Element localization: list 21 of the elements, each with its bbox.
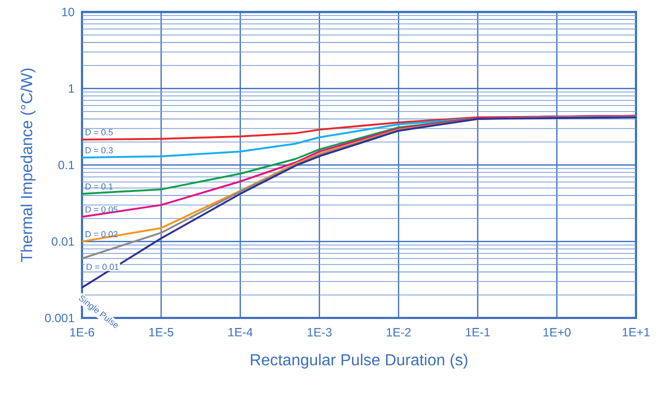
- series-label: D = 0.01: [86, 264, 119, 270]
- x-tick-label: 1E-2: [386, 328, 411, 336]
- series-label: D = 0.02: [86, 231, 118, 238]
- series-label: D = 0.5: [86, 129, 113, 136]
- y-tick-label: 10: [62, 8, 74, 16]
- series-label: D = 0.05: [86, 206, 118, 213]
- x-axis-title: Rectangular Pulse Duration (s): [250, 354, 468, 369]
- x-tick-label: 1E+1: [622, 328, 650, 336]
- x-tick-label: 1E-1: [466, 328, 490, 336]
- y-tick-label: 0.001: [45, 314, 74, 322]
- y-tick-label: 0.01: [52, 237, 74, 246]
- y-tick-label: 1: [68, 84, 74, 93]
- y-axis-title: Thermal Impedance (°C/W): [20, 68, 36, 262]
- x-tick-label: 1E+0: [544, 328, 571, 337]
- series-label: D = 0.3: [86, 147, 113, 154]
- x-tick-label: 1E-6: [70, 328, 94, 337]
- series-label: D = 0.1: [86, 183, 113, 190]
- y-tick-label: 0.1: [58, 160, 74, 170]
- x-tick-label: 1E-5: [149, 328, 174, 336]
- x-tick-label: 1E-4: [228, 328, 253, 336]
- x-tick-label: 1E-3: [308, 328, 332, 337]
